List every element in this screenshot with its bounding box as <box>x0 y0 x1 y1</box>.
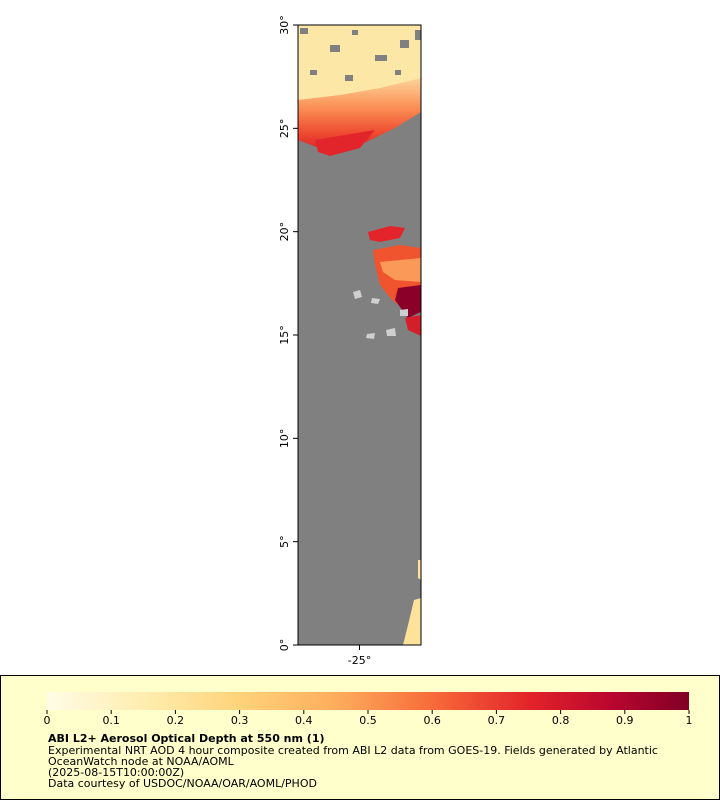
aerosol-region <box>395 285 421 318</box>
y-tick-label: 10° <box>278 429 291 449</box>
aerosol-region <box>315 130 375 156</box>
y-tick-label: 5° <box>278 535 291 548</box>
map <box>298 25 421 645</box>
colorbar-tick-label: 0.7 <box>488 714 506 727</box>
colorbar-tick-label: 0.1 <box>102 714 120 727</box>
y-tick-label: 15° <box>278 325 291 345</box>
colorbar-tick-label: 0.4 <box>295 714 313 727</box>
aerosol-region <box>368 226 405 242</box>
y-tick-label: 25° <box>278 119 291 139</box>
colorbar-tick-label: 0.9 <box>616 714 634 727</box>
y-tick-label: 0° <box>278 639 291 652</box>
aerosol-region <box>403 598 421 645</box>
colorbar-tick-label: 0.3 <box>231 714 249 727</box>
colorbar-tick-label: 0.5 <box>359 714 377 727</box>
description-line: (2025-08-15T10:00:00Z) <box>48 766 184 779</box>
aerosol-region <box>405 315 421 336</box>
description-line: Experimental NRT AOD 4 hour composite cr… <box>48 744 658 757</box>
colorbar-tick-label: 0.8 <box>552 714 570 727</box>
aerosol-region <box>418 560 421 580</box>
y-tick-label: 20° <box>278 222 291 242</box>
legend-title: ABI L2+ Aerosol Optical Depth at 550 nm … <box>48 732 325 745</box>
no-data-patches <box>300 28 421 81</box>
aerosol-region <box>298 78 421 152</box>
aerosol-region <box>380 258 421 282</box>
colorbar-tick-label: 0 <box>44 714 51 727</box>
x-tick-label: -25° <box>348 654 371 667</box>
land <box>353 290 408 339</box>
colorbar-tick-label: 0.2 <box>167 714 185 727</box>
colorbar <box>47 692 689 710</box>
colorbar-tick-label: 1 <box>686 714 693 727</box>
description-line: Data courtesy of USDOC/NOAA/OAR/AOML/PHO… <box>48 777 317 790</box>
colorbar-tick-label: 0.6 <box>423 714 441 727</box>
y-tick-label: 30° <box>278 15 291 35</box>
description-line: OceanWatch node at NOAA/AOML <box>48 755 235 768</box>
